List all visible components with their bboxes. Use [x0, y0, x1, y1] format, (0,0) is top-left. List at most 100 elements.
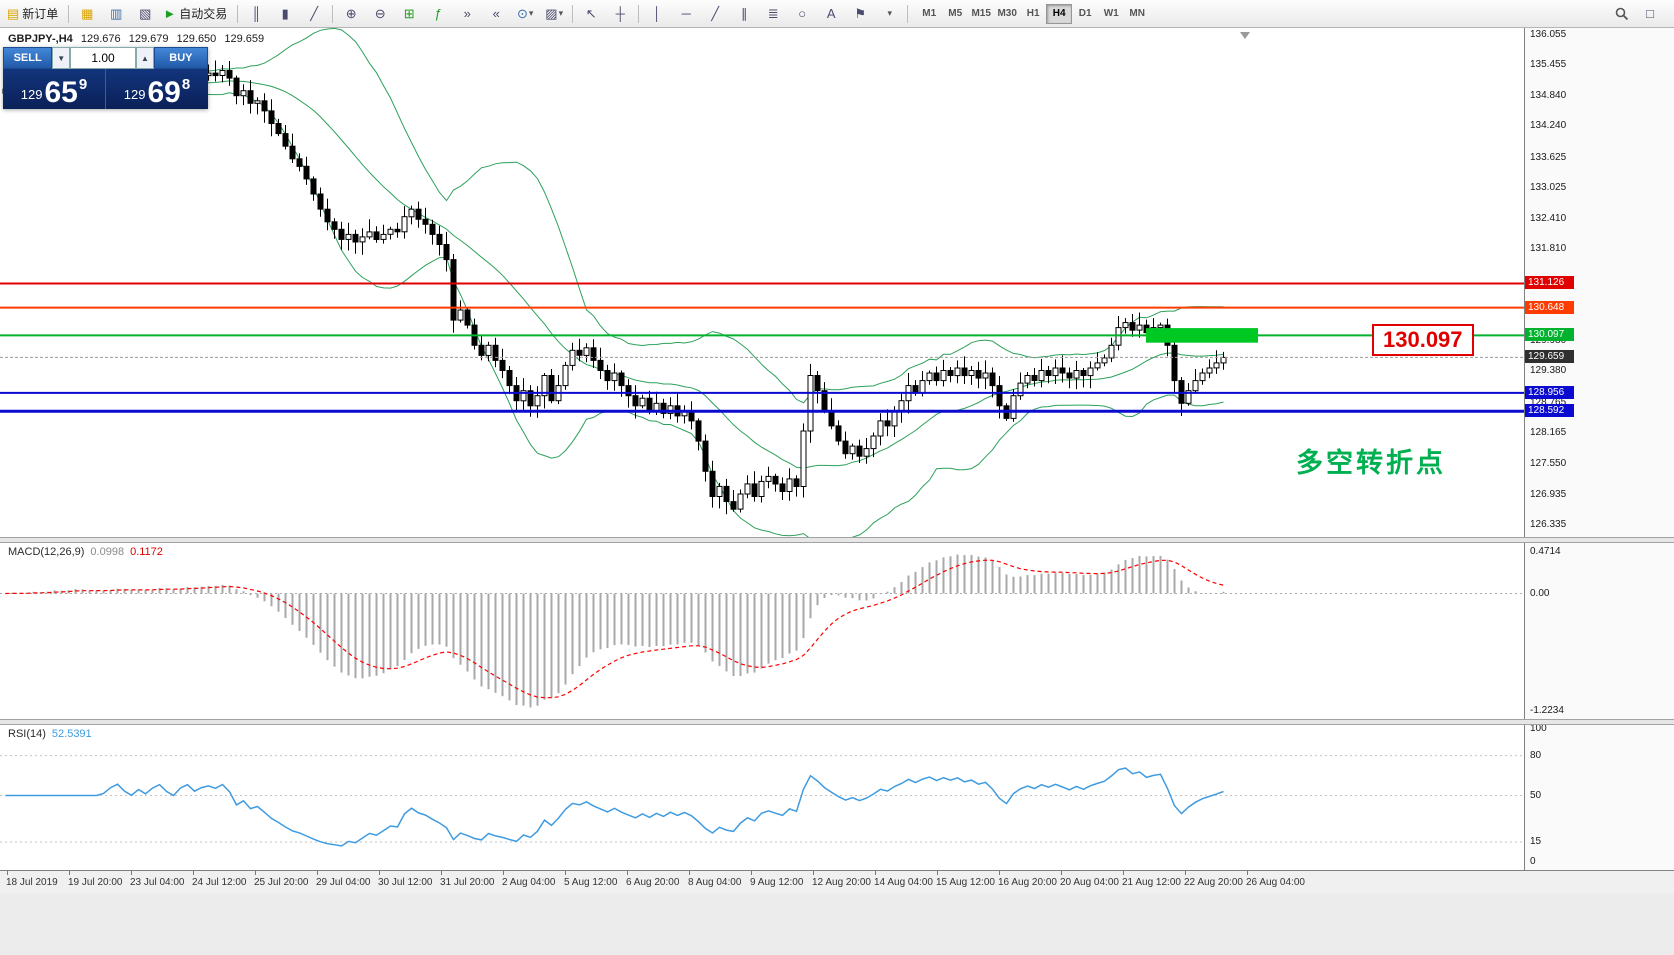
cursor-button[interactable]: ↖	[577, 2, 605, 26]
autotrade-play-icon: ►	[163, 6, 177, 21]
crosshair-button[interactable]: ┼	[606, 2, 634, 26]
chevron-down-icon: ▾	[558, 8, 564, 18]
chart-shift-button[interactable]: «	[482, 2, 510, 26]
toolbar-separator	[68, 4, 70, 23]
tf-w1-button[interactable]: W1	[1103, 8, 1119, 19]
text-tool-button[interactable]: A	[817, 2, 845, 26]
time-axis-label: 8 Aug 04:00	[688, 877, 742, 888]
panel-splitter[interactable]	[0, 537, 1674, 543]
rsi-panel-canvas[interactable]	[0, 725, 1524, 870]
price-axis-label: 131.810	[1530, 242, 1567, 254]
rsi-axis-label: 80	[1530, 749, 1542, 761]
rsi-axis-label: 50	[1530, 789, 1542, 801]
market-watch-icon: ▦	[81, 6, 94, 21]
line-chart-button[interactable]: ╱	[300, 2, 328, 26]
tf-m1-button[interactable]: M1	[922, 8, 937, 19]
shapes-button[interactable]: ○	[788, 2, 816, 26]
tile-windows-icon: ⊞	[403, 6, 415, 21]
new-order-button[interactable]: ▤ 新订单	[4, 2, 64, 26]
buy-button[interactable]: BUY	[153, 47, 209, 69]
low-value: 129.650	[176, 33, 217, 45]
toolbar-separator	[907, 4, 909, 23]
time-axis-tick	[379, 871, 380, 875]
macd-panel-canvas[interactable]	[0, 543, 1524, 719]
panel-splitter[interactable]	[0, 719, 1674, 725]
search-button[interactable]	[1608, 2, 1636, 26]
navigator-button[interactable]: ▧	[131, 2, 159, 26]
triangle-down-icon: ▼	[57, 53, 66, 63]
time-axis-tick	[999, 871, 1000, 875]
time-axis-tick	[565, 871, 566, 875]
time-axis-tick	[503, 871, 504, 875]
sell-button[interactable]: SELL	[3, 47, 53, 69]
tf-m30-button[interactable]: M30	[997, 8, 1017, 19]
chart-shift-icon: «	[492, 6, 500, 21]
open-value: 129.676	[80, 33, 121, 45]
vertical-line-button[interactable]: │	[643, 2, 671, 26]
volume-step-up-button[interactable]: ▲	[136, 47, 154, 69]
macd-main-value: 0.0998	[90, 546, 125, 558]
trendline-button[interactable]: ╱	[701, 2, 729, 26]
price-axis-label: 136.055	[1530, 29, 1567, 40]
volume-input[interactable]	[70, 47, 137, 69]
crosshair-icon: ┼	[615, 6, 625, 21]
sell-price-button[interactable]: 129 65 9	[3, 69, 105, 109]
tf-mn-button[interactable]: MN	[1129, 8, 1145, 19]
auto-scroll-button[interactable]: »	[453, 2, 481, 26]
symbol-label: GBPJPY-,H4	[8, 33, 73, 45]
price-tag: 130.097	[1525, 328, 1574, 342]
sell-price-whole: 129	[20, 87, 43, 102]
sell-price-pips: 65	[44, 75, 78, 109]
more-tools-button[interactable]: ▾	[875, 2, 903, 26]
autotrade-button[interactable]: ► 自动交易	[160, 2, 233, 26]
tile-windows-button[interactable]: ⊞	[395, 2, 423, 26]
zoom-in-button[interactable]: ⊕	[337, 2, 365, 26]
time-axis[interactable]: 18 Jul 2019 19 Jul 20:00 23 Jul 04:00 24 Ju…	[0, 870, 1674, 893]
trendline-icon: ╱	[711, 6, 720, 21]
periods-button[interactable]: ⊙ ▾	[511, 2, 539, 26]
horizontal-line-button[interactable]: ─	[672, 2, 700, 26]
price-axis-label: 128.765	[1530, 396, 1567, 408]
maximize-button[interactable]: □	[1636, 2, 1664, 26]
price-axis-label: 129.380	[1530, 365, 1567, 377]
toolbar-separator	[237, 4, 239, 23]
chevron-down-icon: ▾	[528, 8, 534, 18]
chevron-down-icon: ▾	[887, 8, 892, 18]
price-tag: 128.592	[1525, 404, 1574, 418]
bar-chart-button[interactable]: ║	[242, 2, 270, 26]
tf-m5-button[interactable]: M5	[948, 8, 963, 19]
macd-axis-label: 0.4714	[1530, 546, 1561, 557]
tf-m15-button[interactable]: M15	[971, 8, 991, 19]
time-axis-label: 12 Aug 20:00	[812, 877, 871, 888]
channel-button[interactable]: ∥	[730, 2, 758, 26]
volume-step-down-button[interactable]: ▼	[52, 47, 71, 69]
tf-d1-button[interactable]: D1	[1078, 8, 1092, 19]
time-axis-label: 18 Jul 2019	[6, 877, 58, 888]
candle-chart-button[interactable]: ▮	[271, 2, 299, 26]
macd-axis-label: -1.2234	[1530, 705, 1564, 716]
price-callout[interactable]: 130.097	[1372, 324, 1474, 356]
toolbar-separator	[638, 4, 640, 23]
fibonacci-button[interactable]: ≣	[759, 2, 787, 26]
auto-scroll-icon: »	[463, 6, 471, 21]
time-axis-label: 16 Aug 20:00	[998, 877, 1057, 888]
buy-price-button[interactable]: 129 69 8	[106, 69, 208, 109]
time-axis-tick	[193, 871, 194, 875]
time-axis-tick	[69, 871, 70, 875]
market-watch-button[interactable]: ▦	[73, 2, 101, 26]
data-window-button[interactable]: ▥	[102, 2, 130, 26]
indicators-button[interactable]: ƒ	[424, 2, 452, 26]
trade-panel-prices: 129 65 9 129 69 8	[3, 69, 208, 109]
price-axis-label: 133.025	[1530, 181, 1567, 193]
turning-point-note[interactable]: 多空转折点	[1296, 448, 1446, 478]
templates-button[interactable]: ▨ ▾	[540, 2, 568, 26]
zoom-out-button[interactable]: ⊖	[366, 2, 394, 26]
price-axis[interactable]: 136.055 135.455 134.840 134.240 133.625 133.0…	[1524, 28, 1674, 870]
toolbar: ▤ 新订单 ▦ ▥ ▧ ► 自动交易 ║ ▮ ╱ ⊕ ⊖ ⊞ ƒ » « ⊙ ▾ …	[0, 0, 1674, 28]
tf-h4-button[interactable]: H4	[1046, 3, 1073, 24]
periods-icon: ⊙	[516, 6, 528, 21]
arrows-tool-icon: ⚑	[854, 6, 867, 21]
zoom-in-icon: ⊕	[345, 6, 357, 21]
arrows-tool-button[interactable]: ⚑	[846, 2, 874, 26]
tf-h1-button[interactable]: H1	[1026, 8, 1040, 19]
